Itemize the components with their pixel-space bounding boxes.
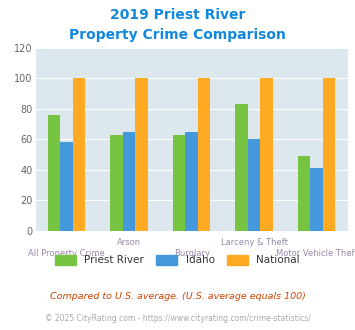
Bar [198, 79, 211, 231]
Text: Motor Vehicle Theft: Motor Vehicle Theft [276, 249, 355, 258]
Bar [185, 132, 198, 231]
Bar [261, 79, 273, 231]
Bar [173, 135, 185, 231]
Text: Larceny & Theft: Larceny & Theft [221, 238, 288, 247]
Text: Property Crime Comparison: Property Crime Comparison [69, 28, 286, 42]
Bar [298, 156, 310, 231]
Bar [235, 104, 248, 231]
Text: Burglary: Burglary [174, 249, 210, 258]
Text: Arson: Arson [117, 238, 141, 247]
Bar [310, 168, 323, 231]
Bar [110, 135, 123, 231]
Bar [323, 79, 335, 231]
Text: All Property Crime: All Property Crime [28, 249, 105, 258]
Text: © 2025 CityRating.com - https://www.cityrating.com/crime-statistics/: © 2025 CityRating.com - https://www.city… [45, 314, 310, 323]
Bar [60, 143, 73, 231]
Bar [123, 132, 136, 231]
Legend: Priest River, Idaho, National: Priest River, Idaho, National [55, 254, 300, 265]
Text: Compared to U.S. average. (U.S. average equals 100): Compared to U.S. average. (U.S. average … [50, 292, 305, 301]
Bar [48, 115, 60, 231]
Text: 2019 Priest River: 2019 Priest River [110, 8, 245, 22]
Bar [73, 79, 86, 231]
Bar [248, 139, 261, 231]
Bar [136, 79, 148, 231]
